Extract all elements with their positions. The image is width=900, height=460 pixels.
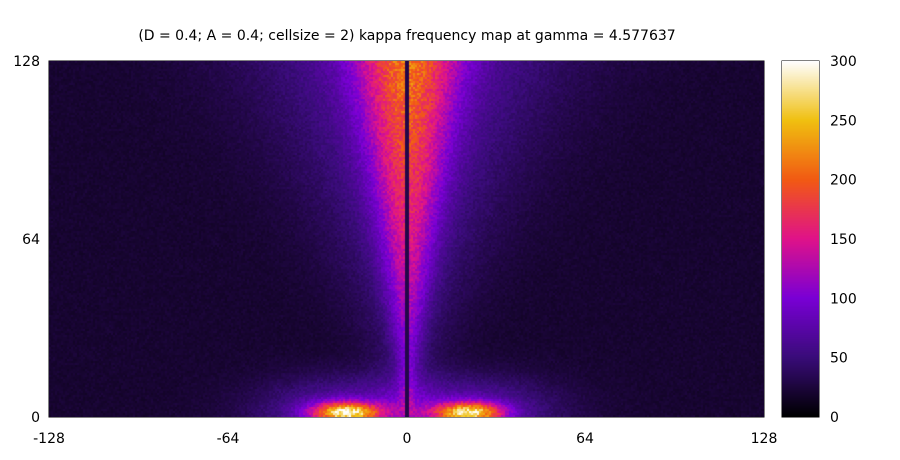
chart-title: (D = 0.4; A = 0.4; cellsize = 2) kappa f… (138, 28, 675, 44)
x-tick-label: 128 (751, 431, 778, 447)
y-tick-label: 0 (31, 410, 40, 426)
colorbar-tick-label: 0 (830, 410, 839, 426)
x-tick-label: -64 (217, 431, 240, 447)
y-tick-label: 64 (22, 232, 40, 248)
x-tick-label: 64 (576, 431, 594, 447)
colorbar-tick-label: 200 (830, 173, 857, 189)
colorbar-tick-label: 100 (830, 291, 857, 307)
colorbar-tick-label: 50 (830, 351, 848, 367)
colorbar (782, 61, 819, 417)
y-tick-label: 128 (13, 54, 40, 70)
x-tick-label: 0 (403, 431, 412, 447)
heatmap-plot (49, 61, 764, 417)
x-tick-label: -128 (33, 431, 65, 447)
colorbar-tick-label: 300 (830, 54, 857, 70)
colorbar-tick-label: 150 (830, 232, 857, 248)
colorbar-tick-label: 250 (830, 113, 857, 129)
